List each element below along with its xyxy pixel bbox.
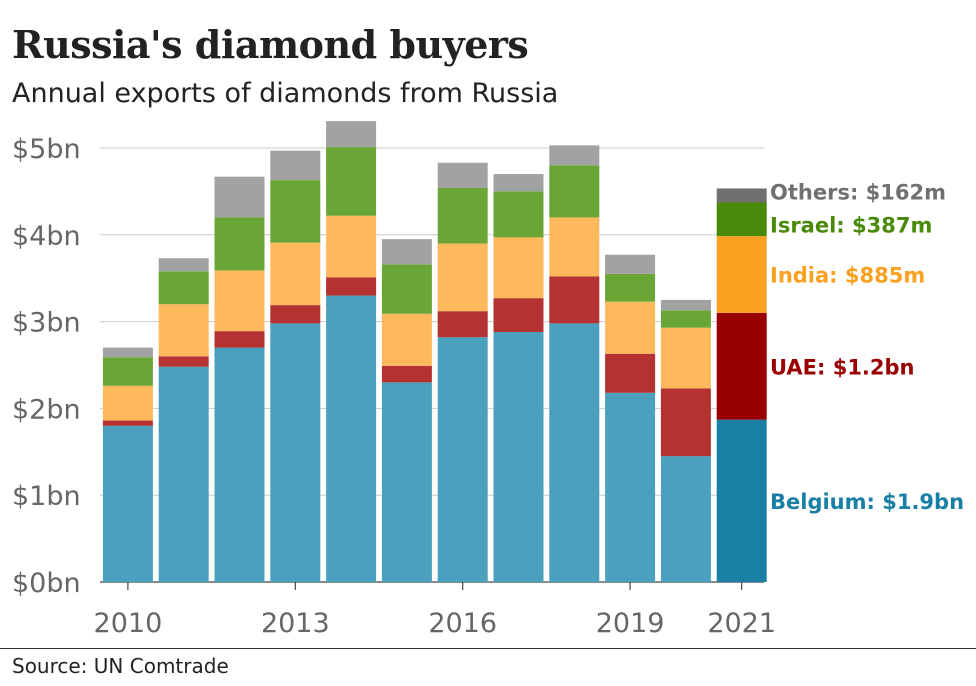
source-divider: [0, 648, 976, 649]
bar-segment-belgium-2010: [102, 425, 153, 582]
series-label-israel: Israel: $387m: [770, 213, 932, 237]
series-labels: Others: $162m Israel: $387m India: $885m UA…: [770, 180, 964, 513]
bar-segment-others-2014: [326, 121, 377, 148]
bar-segment-israel-2018: [549, 165, 600, 218]
bar-segment-uae-2021: [716, 312, 767, 420]
bar-segment-others-2015: [381, 239, 432, 265]
bar-segment-uae-2018: [549, 276, 600, 324]
bar-segment-india-2020: [660, 327, 711, 389]
bar-segment-belgium-2014: [326, 295, 377, 582]
bar-segment-others-2011: [158, 258, 209, 272]
bar-segment-israel-2017: [493, 191, 544, 238]
bar-segment-belgium-2017: [493, 332, 544, 582]
y-axis: $0bn $1bn $2bn $3bn $4bn $5bn: [12, 134, 81, 599]
bar-segment-india-2021: [716, 236, 767, 313]
bar-segment-belgium-2013: [270, 323, 321, 582]
bar-segment-india-2016: [437, 243, 488, 312]
bar-segment-uae-2014: [326, 277, 377, 296]
bar-segment-uae-2010: [102, 420, 153, 426]
y-tick-label: $2bn: [12, 394, 81, 425]
series-label-others: Others: $162m: [770, 180, 946, 204]
x-tick-label: 2021: [707, 608, 776, 639]
chart-title: Russia's diamond buyers: [12, 22, 529, 67]
chart-subtitle: Annual exports of diamonds from Russia: [12, 78, 559, 109]
y-tick-label: $0bn: [12, 568, 81, 599]
bar-segment-india-2019: [605, 301, 656, 354]
bar-segment-uae-2016: [437, 311, 488, 338]
bar-segment-india-2011: [158, 304, 209, 357]
x-axis: 2010 2013 2016 2019 2021: [94, 582, 776, 639]
bar-segment-others-2020: [660, 299, 711, 311]
bar-segment-others-2012: [214, 176, 265, 218]
bar-segment-israel-2021: [716, 202, 767, 237]
x-tick-label: 2019: [596, 608, 665, 639]
bar-segment-uae-2017: [493, 298, 544, 333]
bar-segment-others-2021: [716, 188, 767, 203]
bar-segment-belgium-2011: [158, 366, 209, 582]
bar-segment-israel-2013: [270, 180, 321, 243]
bar-segment-india-2013: [270, 242, 321, 306]
y-tick-label: $5bn: [12, 134, 81, 165]
bar-segment-india-2010: [102, 385, 153, 421]
x-tick-label: 2010: [94, 608, 163, 639]
bar-segment-belgium-2012: [214, 347, 265, 582]
bar-segment-india-2012: [214, 270, 265, 332]
bar-segment-israel-2014: [326, 147, 377, 216]
y-tick-label: $3bn: [12, 308, 81, 339]
series-label-uae: UAE: $1.2bn: [770, 355, 915, 379]
bar-segment-belgium-2018: [549, 323, 600, 582]
bar-segment-israel-2020: [660, 310, 711, 328]
bar-segment-uae-2020: [660, 388, 711, 457]
bar-segment-india-2015: [381, 313, 432, 366]
bars: [102, 121, 767, 582]
bar-segment-others-2017: [493, 174, 544, 192]
bar-segment-uae-2019: [605, 353, 656, 393]
bar-segment-others-2019: [605, 254, 656, 274]
bar-segment-belgium-2016: [437, 337, 488, 582]
y-tick-label: $4bn: [12, 221, 81, 252]
bar-segment-others-2010: [102, 347, 153, 358]
x-tick-label: 2013: [261, 608, 330, 639]
stacked-bar-chart: $0bn$1bn$2bn$3bn$4bn$5bn 2010 2013 2016 201…: [12, 121, 964, 639]
bar-segment-belgium-2019: [605, 392, 656, 582]
bar-segment-belgium-2015: [381, 382, 432, 582]
bar-segment-uae-2011: [158, 356, 209, 367]
x-tick-label: 2016: [428, 608, 497, 639]
bar-segment-india-2018: [549, 217, 600, 277]
bar-segment-others-2018: [549, 145, 600, 166]
bar-segment-uae-2015: [381, 365, 432, 383]
bar-segment-india-2014: [326, 215, 377, 278]
bar-segment-belgium-2020: [660, 456, 711, 582]
bar-segment-others-2013: [270, 150, 321, 181]
bar-segment-uae-2012: [214, 331, 265, 348]
bar-segment-uae-2013: [270, 305, 321, 324]
bar-segment-israel-2011: [158, 271, 209, 305]
y-tick-label: $1bn: [12, 481, 81, 512]
bar-segment-israel-2015: [381, 264, 432, 314]
bar-segment-belgium-2021: [716, 419, 767, 582]
bar-segment-israel-2010: [102, 357, 153, 386]
bar-segment-israel-2016: [437, 187, 488, 244]
source-note: Source: UN Comtrade: [12, 654, 229, 678]
bar-segment-others-2016: [437, 162, 488, 188]
series-label-india: India: $885m: [770, 264, 925, 288]
bar-segment-israel-2012: [214, 217, 265, 271]
series-label-belgium: Belgium: $1.9bn: [770, 490, 964, 514]
bar-segment-india-2017: [493, 237, 544, 299]
bar-segment-israel-2019: [605, 273, 656, 302]
